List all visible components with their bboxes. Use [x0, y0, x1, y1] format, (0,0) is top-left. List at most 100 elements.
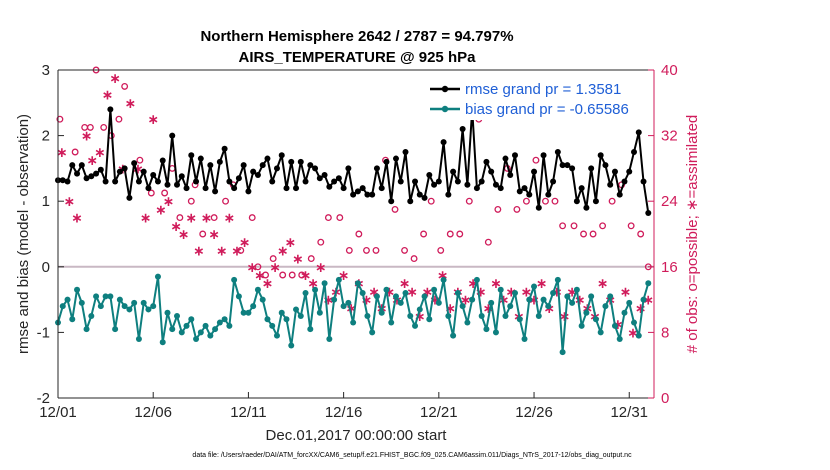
- series-rmse-point: [507, 171, 514, 178]
- obs-possible-marker: [269, 255, 277, 263]
- series-rmse-point: [126, 194, 133, 201]
- series-bias-point: [545, 303, 552, 310]
- series-rmse-point: [159, 157, 166, 164]
- series-rmse-point: [74, 170, 81, 177]
- obs-possible-marker: [456, 230, 464, 238]
- series-bias-point: [340, 303, 347, 310]
- series-rmse-point: [250, 168, 257, 175]
- y-tick-label: 1: [42, 193, 50, 210]
- series-bias-point: [497, 286, 504, 293]
- series-bias-point: [373, 293, 380, 300]
- series-bias-point: [464, 319, 471, 326]
- series-rmse-point: [97, 166, 104, 173]
- series-rmse-point: [573, 198, 580, 205]
- obs-possible-marker: [372, 246, 380, 254]
- series-rmse-point: [488, 168, 495, 175]
- obs-assimilated-marker: ∗: [406, 284, 418, 300]
- series-rmse-point: [459, 126, 466, 133]
- series-rmse-point: [169, 132, 176, 139]
- obs-assimilated-marker: ∗: [399, 276, 411, 292]
- series-rmse-point: [535, 204, 542, 211]
- obs-assimilated-marker: ∗: [361, 293, 373, 309]
- obs-assimilated-marker: ∗: [140, 211, 152, 227]
- series-rmse-point: [550, 178, 557, 185]
- series-bias-point: [83, 326, 90, 333]
- series-bias-point: [150, 303, 157, 310]
- series-bias-point: [78, 299, 85, 306]
- obs-possible-marker: [580, 230, 587, 238]
- series-rmse-point: [231, 185, 238, 192]
- series-rmse-point: [445, 191, 452, 198]
- series-rmse-point: [454, 178, 461, 185]
- series-bias-point: [93, 293, 100, 300]
- series-bias-point: [426, 316, 433, 323]
- series-bias-point: [74, 286, 81, 293]
- obs-assimilated-marker: ∗: [627, 325, 639, 341]
- series-rmse-point: [540, 152, 547, 159]
- obs-assimilated-marker: ∗: [368, 284, 380, 300]
- series-bias-point: [431, 286, 438, 293]
- x-tick-label: 12/01: [39, 404, 77, 421]
- obs-possible-marker: [187, 197, 195, 205]
- obs-possible-marker: [100, 123, 108, 131]
- series-rmse-point: [135, 178, 142, 185]
- series-rmse-point: [383, 158, 390, 165]
- series-rmse-point: [288, 158, 295, 165]
- obs-assimilated-marker: ∗: [269, 260, 281, 276]
- y-tick-label: 0: [42, 259, 50, 276]
- series-bias-point: [288, 342, 295, 349]
- series-rmse-point: [178, 173, 185, 180]
- obs-assimilated-marker: ∗: [239, 235, 251, 251]
- series-bias-point: [554, 276, 561, 283]
- obs-possible-marker: [56, 115, 64, 123]
- y-right-tick-label: 32: [661, 128, 678, 145]
- series-bias-point: [388, 319, 395, 326]
- series-bias-point: [164, 309, 171, 316]
- obs-assimilated-marker: ∗: [81, 129, 93, 145]
- series-bias-point: [135, 335, 142, 342]
- x-tick-label: 12/06: [134, 404, 172, 421]
- series-bias-point: [631, 319, 638, 326]
- series-bias-point: [273, 332, 280, 339]
- series-bias-point: [316, 309, 323, 316]
- obs-assimilated-marker: ∗: [216, 243, 228, 259]
- obs-assimilated-marker: ∗: [505, 284, 517, 300]
- series-bias-point: [483, 326, 490, 333]
- series-rmse-point: [174, 181, 181, 188]
- series-bias-point: [188, 316, 195, 323]
- obs-possible-marker: [542, 197, 549, 205]
- obs-possible-marker: [494, 205, 502, 213]
- series-bias-point: [550, 290, 557, 297]
- obs-possible-marker: [484, 238, 492, 246]
- series-rmse-point: [607, 181, 614, 188]
- obs-assimilated-marker: ∗: [201, 211, 213, 227]
- series-bias-point: [197, 329, 204, 336]
- obs-possible-marker: [608, 197, 616, 205]
- series-bias-point: [407, 313, 414, 319]
- obs-possible-marker: [147, 189, 155, 197]
- series-rmse-point: [235, 175, 242, 182]
- series-bias-point: [588, 293, 595, 300]
- obs-possible-marker: [420, 230, 428, 238]
- obs-assimilated-marker: ∗: [482, 301, 494, 317]
- obs-assimilated-marker: ∗: [467, 276, 479, 292]
- obs-possible-marker: [363, 246, 370, 254]
- series-bias-point: [645, 280, 652, 287]
- series-bias-point: [259, 296, 266, 303]
- obs-assimilated-marker: ∗: [132, 161, 144, 177]
- obs-assimilated-marker: ∗: [437, 268, 449, 284]
- series-rmse-point: [440, 139, 447, 146]
- series-bias-point: [502, 313, 509, 319]
- series-rmse-point: [202, 185, 209, 192]
- series-bias-point: [202, 322, 209, 329]
- obs-possible-marker: [298, 271, 306, 279]
- series-bias-point: [445, 313, 452, 319]
- series-bias-point: [140, 299, 147, 306]
- series-bias-point: [102, 293, 109, 300]
- series-bias-point: [369, 329, 376, 336]
- series-rmse-point: [354, 188, 361, 195]
- series-rmse-point: [302, 178, 309, 185]
- series-rmse-point: [407, 198, 414, 205]
- obs-assimilated-marker: ∗: [383, 284, 395, 300]
- series-rmse-point: [588, 165, 595, 172]
